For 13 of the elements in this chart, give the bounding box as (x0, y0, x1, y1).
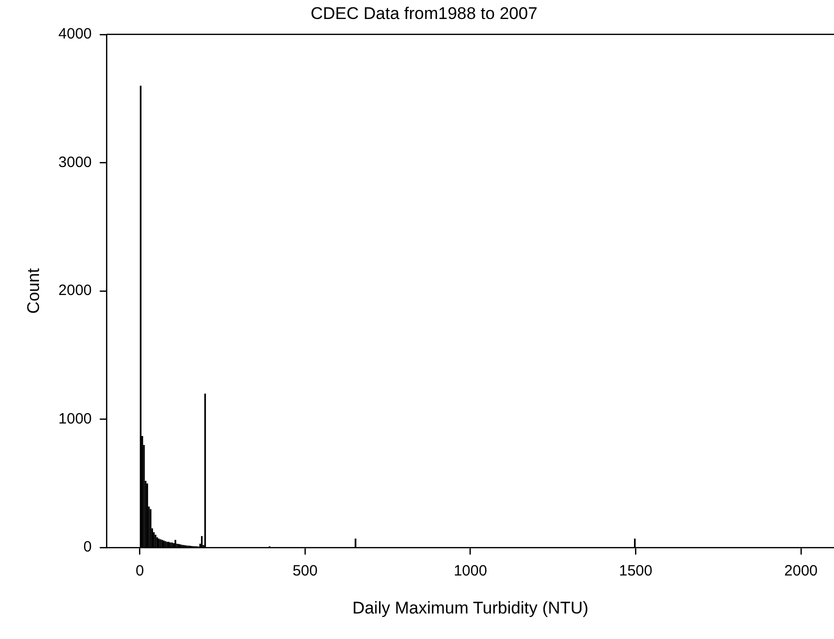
y-axis-title: Count (24, 268, 43, 314)
x-tick-label: 2000 (784, 562, 818, 580)
x-tick-label: 500 (292, 562, 318, 580)
y-tick-label: 1000 (58, 410, 92, 428)
y-tick-label: 3000 (58, 154, 92, 171)
chart-title: CDEC Data from1988 to 2007 (310, 4, 538, 23)
x-tick-label: 1500 (618, 562, 652, 580)
x-tick-label: 1000 (454, 562, 488, 580)
x-tick-label: 0 (136, 562, 144, 580)
y-tick-label: 4000 (58, 26, 92, 43)
y-tick-label: 0 (83, 538, 92, 556)
x-axis-title: Daily Maximum Turbidity (NTU) (352, 598, 588, 618)
y-tick-label: 2000 (58, 282, 92, 300)
